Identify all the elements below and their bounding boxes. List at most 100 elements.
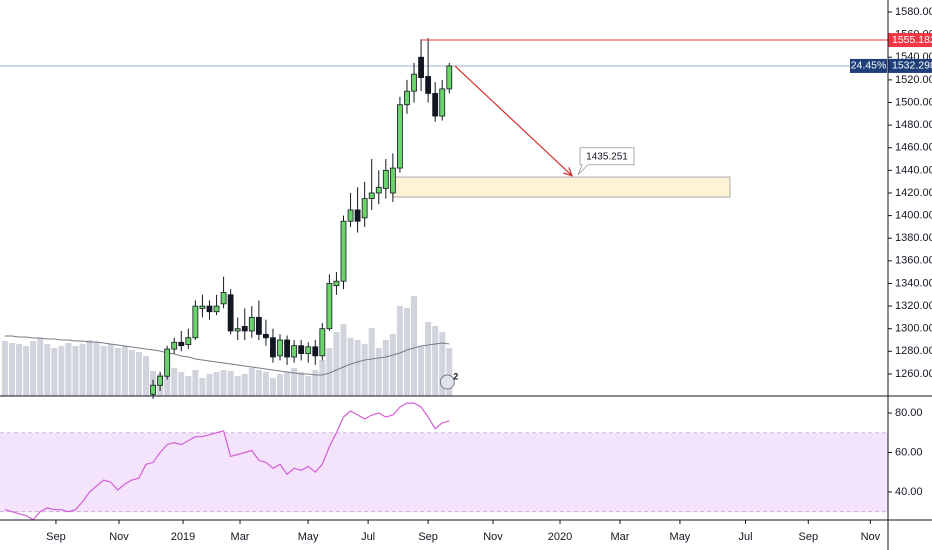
- volume-bar: [248, 368, 255, 396]
- volume-bar: [298, 372, 305, 396]
- y-tick-label: 1280.000: [895, 345, 932, 357]
- candle-body: [291, 345, 298, 358]
- volume-bar: [234, 376, 241, 396]
- candle-body: [333, 280, 340, 287]
- candle-body: [354, 209, 361, 222]
- candle-body: [404, 90, 410, 106]
- x-tick-label: Jul: [361, 531, 375, 543]
- volume-bar: [312, 370, 319, 396]
- event-badge-count: 2: [453, 371, 458, 381]
- candle-body: [340, 220, 347, 282]
- y-tick-label: 1460.000: [895, 142, 932, 154]
- candle-body: [255, 316, 262, 335]
- volume-bar: [361, 344, 368, 396]
- volume-bar: [389, 334, 396, 396]
- x-tick-label: Mar: [611, 531, 630, 543]
- callout-label: 1435.251: [586, 151, 628, 162]
- volume-bar: [128, 350, 135, 396]
- candle-body: [220, 292, 227, 305]
- candle-body: [418, 56, 424, 78]
- y-tick-label: 1340.000: [895, 277, 932, 289]
- volume-bar: [164, 366, 171, 396]
- y-tick-label: 1360.000: [895, 255, 932, 267]
- candle-body: [277, 339, 283, 357]
- x-tick-label: Mar: [231, 531, 250, 543]
- candle-body: [241, 326, 248, 332]
- x-tick-label: Nov: [483, 531, 503, 543]
- x-tick-label: Sep: [46, 531, 66, 543]
- high-price-box: [888, 33, 932, 48]
- volume-bar: [319, 360, 326, 396]
- volume-bar: [382, 340, 389, 396]
- volume-bar: [291, 368, 298, 396]
- volume-bar: [16, 344, 23, 396]
- change-box: [850, 58, 887, 73]
- volume-bar: [396, 306, 403, 396]
- x-tick-label: Sep: [799, 531, 819, 543]
- candle-body: [157, 375, 164, 386]
- volume-bar: [213, 372, 220, 396]
- volume-bar: [1, 341, 8, 396]
- volume-bar: [255, 370, 262, 396]
- volume-bar: [121, 346, 128, 396]
- volume-bar: [178, 372, 185, 396]
- callout-box: [577, 147, 635, 175]
- volume-bar: [58, 346, 65, 396]
- volume-bar: [206, 374, 213, 396]
- candle-body: [361, 198, 368, 219]
- volume-bar: [44, 344, 51, 396]
- volume-bar: [425, 322, 432, 396]
- volume-bar: [368, 328, 375, 396]
- target-zone: [392, 176, 731, 198]
- candle-body: [375, 186, 382, 194]
- candle-body: [192, 305, 199, 339]
- candle-body: [227, 294, 234, 332]
- y-tick-label: 1420.000: [895, 187, 932, 199]
- x-tick-label: Nov: [109, 531, 129, 543]
- volume-bar: [100, 346, 107, 396]
- volume-bar: [326, 348, 333, 396]
- candle-body: [234, 328, 241, 332]
- candle-body: [326, 283, 333, 330]
- volume-bar: [30, 341, 37, 396]
- y-tick-label: 1480.000: [895, 119, 932, 131]
- x-tick-label: May: [670, 531, 691, 543]
- candle-body: [312, 346, 319, 357]
- candle-body: [178, 341, 185, 347]
- rsi-line: [4, 402, 450, 521]
- candle-body: [213, 305, 220, 313]
- candle-body: [411, 73, 417, 92]
- volume-bar: [37, 338, 44, 396]
- x-tick-label: Sep: [418, 531, 438, 543]
- volume-bar: [241, 374, 248, 396]
- volume-bar: [135, 352, 142, 396]
- volume-bar: [340, 324, 347, 396]
- candle-body: [389, 167, 396, 194]
- volume-bar: [23, 346, 30, 396]
- candle-body: [425, 76, 432, 94]
- candle-body: [319, 328, 326, 357]
- candle-body: [382, 169, 389, 189]
- volume-bar: [432, 326, 439, 396]
- candle-body: [347, 209, 354, 222]
- candle-body: [298, 345, 305, 354]
- volume-bar: [93, 342, 100, 396]
- candle-body: [270, 337, 276, 358]
- y-tick-label: 80.00: [895, 407, 923, 419]
- volume-bar: [354, 340, 361, 396]
- volume-bar: [439, 332, 446, 396]
- candle-body: [164, 348, 171, 377]
- volume-bar: [269, 378, 276, 396]
- volume-bar: [262, 372, 269, 396]
- volume-bar: [220, 370, 227, 396]
- volume-bar: [192, 370, 199, 396]
- high-price-label: 1555.182: [892, 34, 932, 46]
- candle-body: [284, 339, 290, 358]
- volume-bar: [107, 344, 114, 396]
- volume-bar: [411, 296, 418, 396]
- candle-body: [305, 346, 312, 354]
- y-tick-label: 1380.000: [895, 232, 932, 244]
- volume-bar: [8, 343, 15, 396]
- volume-bar: [284, 372, 291, 396]
